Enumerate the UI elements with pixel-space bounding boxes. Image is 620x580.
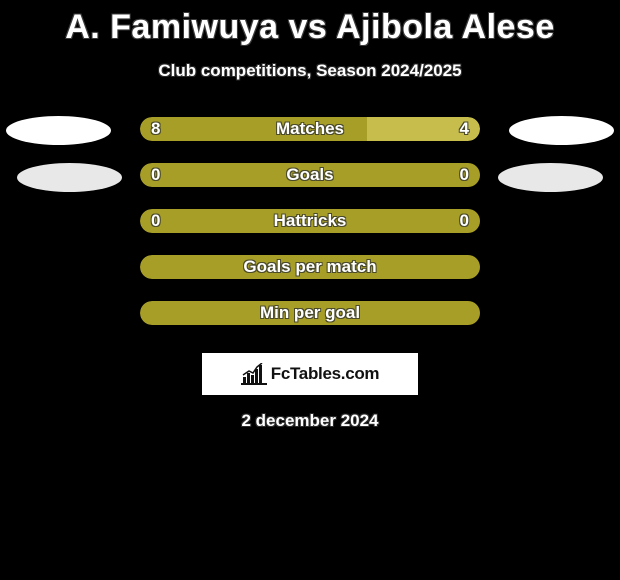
- stat-bar-left: [140, 209, 480, 233]
- stat-value-left: 8: [151, 117, 160, 141]
- stat-row-goals: 0 Goals 0: [0, 161, 620, 207]
- stat-value-left: 0: [151, 209, 160, 233]
- stat-value-right: 0: [460, 163, 469, 187]
- stat-row-mpg: Min per goal: [0, 299, 620, 345]
- stat-row-hattricks: 0 Hattricks 0: [0, 207, 620, 253]
- player-left-ellipse: [6, 116, 111, 145]
- site-badge: FcTables.com: [202, 353, 418, 395]
- stat-bar-gpm: [140, 255, 480, 279]
- page-title: A. Famiwuya vs Ajibola Alese: [0, 8, 620, 47]
- stat-row-matches: 8 Matches 4: [0, 115, 620, 161]
- stat-bar-left: [140, 301, 480, 325]
- page-subtitle: Club competitions, Season 2024/2025: [0, 61, 620, 81]
- stat-bar-left: [140, 163, 480, 187]
- stat-row-gpm: Goals per match: [0, 253, 620, 299]
- player-left-ellipse: [17, 163, 122, 192]
- stat-value-right: 4: [460, 117, 469, 141]
- date-text: 2 december 2024: [0, 411, 620, 431]
- stat-bar-left: [140, 255, 480, 279]
- comparison-infographic: A. Famiwuya vs Ajibola Alese Club compet…: [0, 8, 620, 580]
- stat-bar-mpg: [140, 301, 480, 325]
- player-right-ellipse: [509, 116, 614, 145]
- stat-value-left: 0: [151, 163, 160, 187]
- site-badge-text: FcTables.com: [271, 364, 380, 384]
- stat-bar-goals: [140, 163, 480, 187]
- stat-rows: 8 Matches 4 0 Goals 0 0 Hattricks 0: [0, 115, 620, 345]
- bar-chart-icon: [241, 363, 267, 385]
- stat-bar-left: [140, 117, 367, 141]
- player-right-ellipse: [498, 163, 603, 192]
- stat-bar-matches: [140, 117, 480, 141]
- stat-bar-hattricks: [140, 209, 480, 233]
- stat-value-right: 0: [460, 209, 469, 233]
